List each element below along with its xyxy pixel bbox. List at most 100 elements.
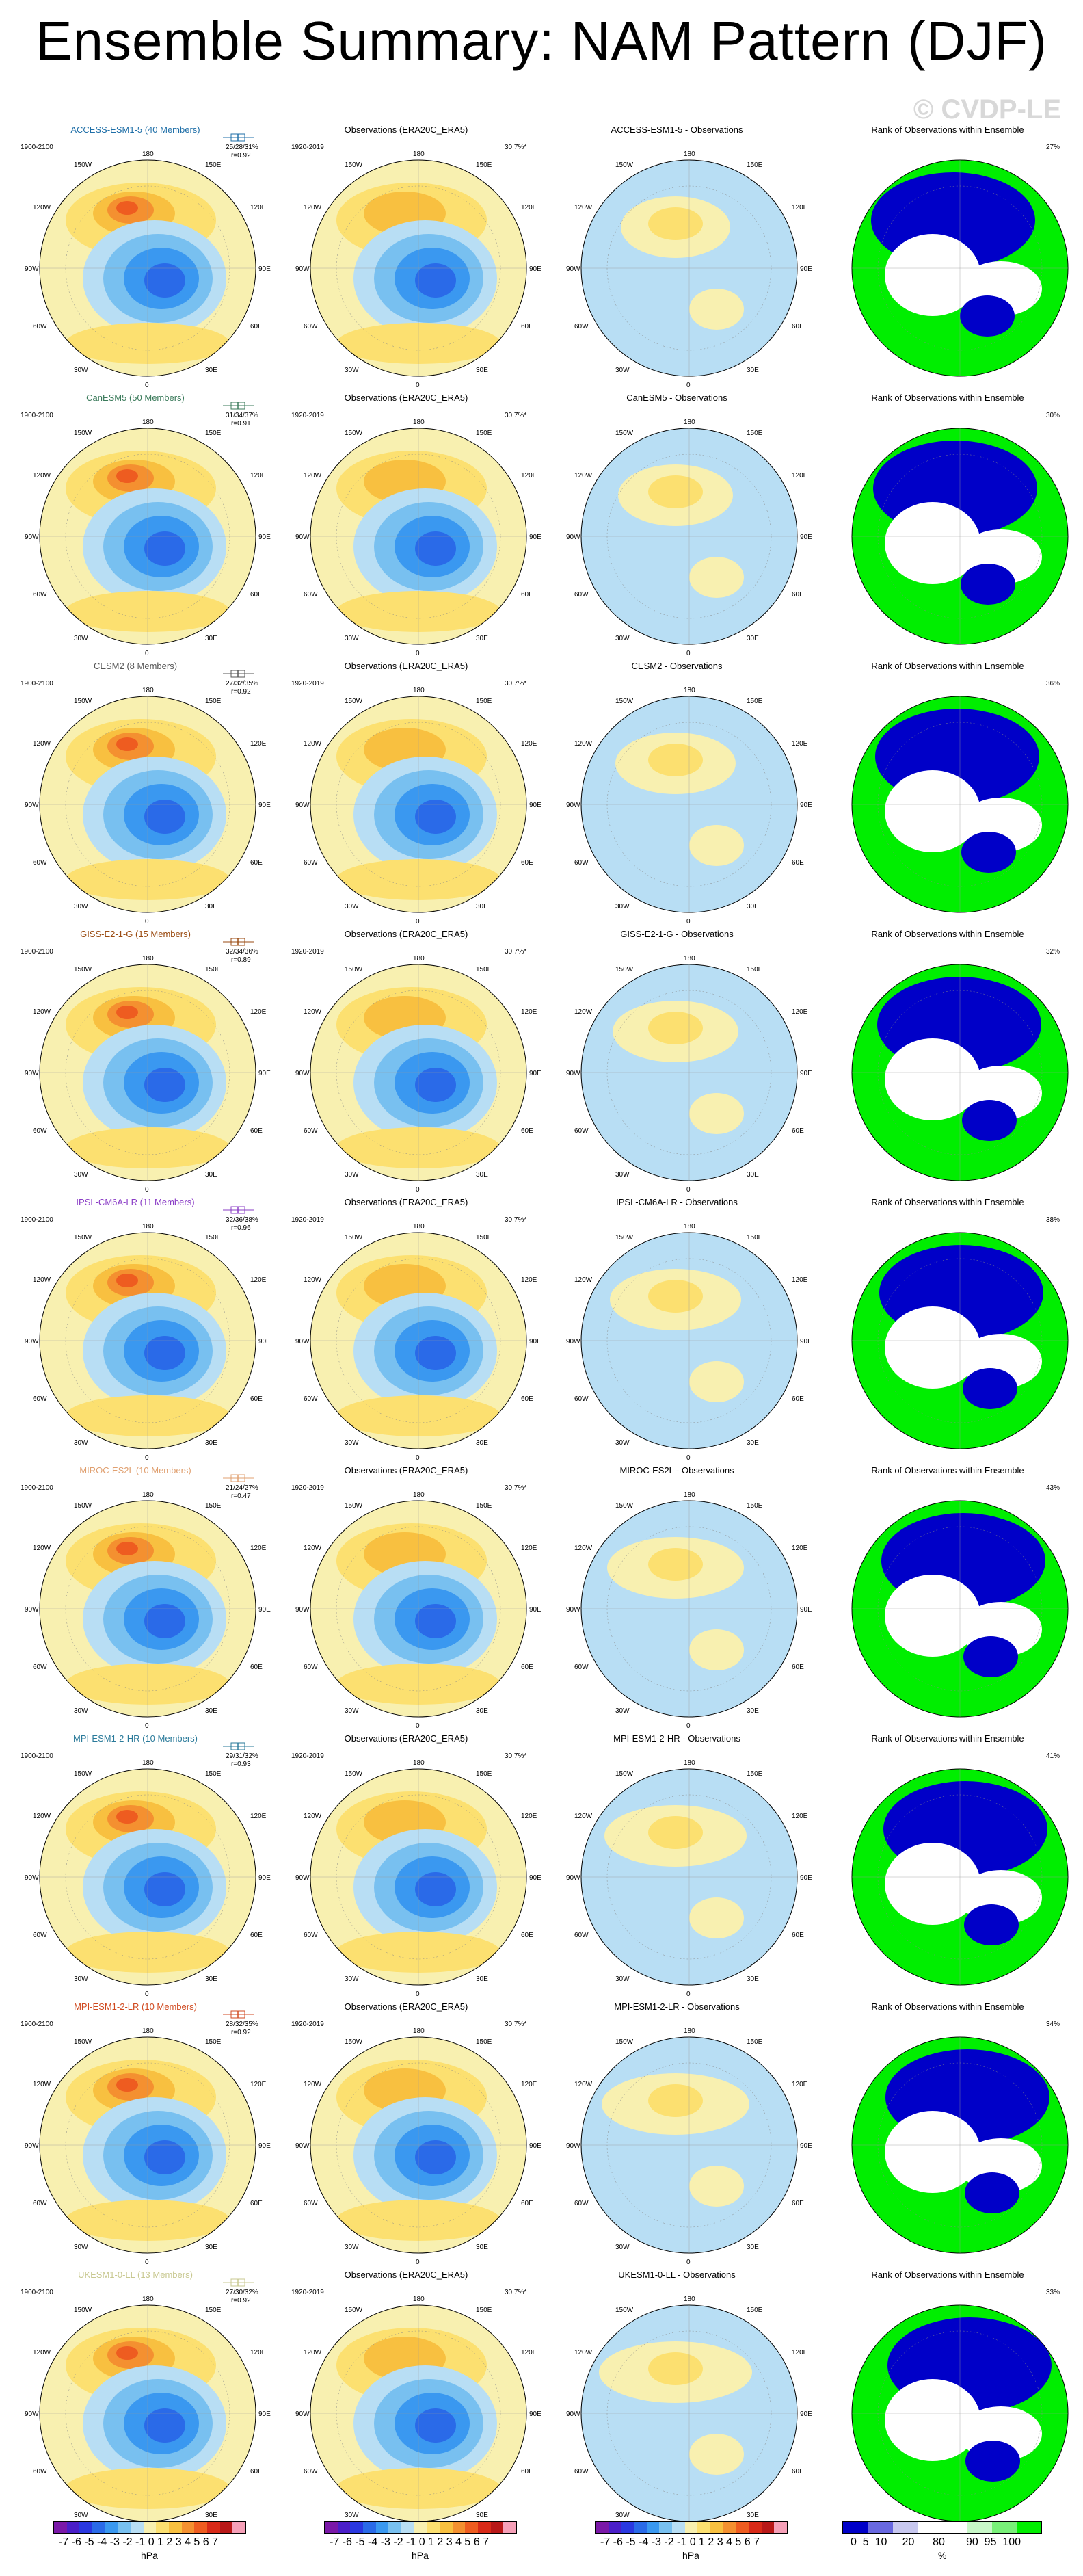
model-lon-label: 90E	[258, 802, 271, 809]
model-map-r5	[39, 1500, 256, 1718]
model-lon-label: 0	[145, 382, 149, 389]
model-lon-label: 150E	[205, 161, 222, 169]
diff-map-r7	[580, 2036, 798, 2254]
model-lon-label: 0	[145, 1186, 149, 1194]
obs-lon-label: 60E	[521, 1664, 533, 1671]
colorbar-diff-swatch	[608, 2522, 621, 2533]
model-lon-label: 150W	[74, 966, 92, 973]
diff-lon-label: 150W	[615, 2306, 634, 2314]
colorbar-diff	[595, 2521, 788, 2534]
model-lon-label: 120E	[250, 472, 267, 479]
model-lon-label: 30W	[74, 1707, 88, 1715]
obs-lon-label: 30E	[476, 1707, 488, 1715]
colorbar-rank-swatch	[917, 2522, 942, 2533]
model-lon-label: 30W	[74, 1439, 88, 1447]
diff-lon-label: 60E	[792, 323, 804, 330]
pct-variance: 27/32/35%	[226, 680, 258, 687]
obs-panel: Observations (ERA20C_ERA5) 1920-2019 30.7%…	[271, 1461, 542, 1730]
diff-lon-label: 90W	[566, 802, 580, 809]
pct-variance: 29/31/32%	[226, 1752, 258, 1760]
obs-panel: Observations (ERA20C_ERA5) 1920-2019 30.7%…	[271, 1729, 542, 1998]
obs-period: 1920-2019	[291, 2289, 324, 2296]
obs-lon-label: 90E	[529, 1874, 542, 1882]
colorbar-obs-swatch	[452, 2522, 466, 2533]
colorbar-obs-swatch	[440, 2522, 453, 2533]
model-lon-label: 120W	[33, 1545, 51, 1552]
pct-variance: 32/36/38%	[226, 1216, 258, 1224]
obs-panel-title: Observations (ERA20C_ERA5)	[344, 929, 468, 939]
model-lon-label: 90W	[25, 1874, 39, 1882]
rank-percent: 34%	[1046, 2021, 1060, 2028]
obs-period: 1920-2019	[291, 680, 324, 687]
model-lon-label: 90W	[25, 1070, 39, 1077]
obs-lon-label: 150W	[345, 2306, 363, 2314]
model-lon-label: 90E	[258, 1606, 271, 1614]
colorbar-obs-swatch	[503, 2522, 517, 2533]
diff-lon-label: 150E	[747, 698, 763, 705]
obs-lon-label: 150E	[476, 1502, 492, 1510]
diff-lon-label: 0	[686, 1454, 691, 1462]
model-period: 1900-2100	[21, 1216, 53, 1224]
model-panel-title: MPI-ESM1-2-HR (10 Members)	[72, 1733, 198, 1744]
model-map-r4	[39, 1232, 256, 1449]
model-panel: IPSL-CM6A-LR (11 Members) 1900-2100 32/36/…	[0, 1193, 271, 1462]
model-lon-label: 120E	[250, 204, 267, 211]
obs-period: 1920-2019	[291, 2021, 324, 2028]
model-panel: UKESM1-0-LL (13 Members) 1900-2100 27/30/3…	[0, 2265, 271, 2534]
obs-lon-label: 60E	[521, 2200, 533, 2207]
diff-lon-label: 120E	[792, 1276, 808, 1284]
diff-map-r6	[580, 1768, 798, 1986]
obs-lon-label: 120W	[304, 1545, 322, 1552]
rank-panel-title: Rank of Observations within Ensemble	[871, 124, 1024, 135]
model-panel: CanESM5 (50 Members) 1900-2100 31/34/37% r=…	[0, 389, 271, 657]
rank-panel: Rank of Observations within Ensemble 30%	[812, 389, 1083, 657]
diff-lon-label: 90E	[800, 1606, 812, 1614]
obs-lon-label: 120E	[521, 1545, 537, 1552]
model-lon-label: 30E	[205, 1439, 217, 1447]
diff-lon-label: 60W	[574, 1127, 589, 1135]
diff-lon-label: 0	[686, 918, 691, 925]
diff-lon-label: 30E	[747, 635, 759, 642]
obs-pct-variance: 30.7%*	[505, 2021, 527, 2028]
diff-lon-label: 30W	[615, 635, 630, 642]
obs-lon-label: 30E	[476, 1975, 488, 1983]
colorbar-diff-swatch	[710, 2522, 723, 2533]
diff-lon-label: 150W	[615, 966, 634, 973]
rank-percent: 36%	[1046, 680, 1060, 687]
model-map-r6	[39, 1768, 256, 1986]
model-lon-label: 60E	[250, 1395, 263, 1403]
obs-pct-variance: 30.7%*	[505, 412, 527, 419]
rank-panel: Rank of Observations within Ensemble 27%	[812, 120, 1083, 389]
model-period: 1900-2100	[21, 1484, 53, 1492]
obs-lon-label: 60W	[304, 2200, 318, 2207]
model-lon-label: 120W	[33, 2081, 51, 2088]
obs-pct-variance: 30.7%*	[505, 2289, 527, 2296]
obs-lon-label: 30E	[476, 367, 488, 374]
obs-lon-label: 150W	[345, 1234, 363, 1241]
model-lon-label: 150W	[74, 161, 92, 169]
obs-lon-label: 30W	[345, 1707, 359, 1715]
diff-lon-label: 30E	[747, 2512, 759, 2519]
obs-lon-label: 60W	[304, 1395, 318, 1403]
diff-lon-label: 120W	[574, 1545, 593, 1552]
model-lon-label: 150E	[205, 698, 222, 705]
obs-map-r7	[310, 2036, 527, 2254]
model-lon-label: 30E	[205, 1707, 217, 1715]
diff-lon-label: 120E	[792, 1813, 808, 1820]
diff-map-r8	[580, 2304, 798, 2522]
colorbar-diff-swatch	[646, 2522, 660, 2533]
pattern-correlation: r=0.92	[231, 2297, 251, 2304]
obs-lon-label: 180	[413, 687, 425, 694]
model-lon-label: 0	[145, 918, 149, 925]
obs-lon-label: 60E	[521, 1127, 533, 1135]
diff-lon-label: 150E	[747, 1770, 763, 1778]
obs-lon-label: 90E	[529, 1606, 542, 1614]
obs-lon-label: 90W	[295, 2410, 310, 2418]
model-lon-label: 30W	[74, 1171, 88, 1179]
model-lon-label: 60E	[250, 591, 263, 599]
rank-panel-title: Rank of Observations within Ensemble	[871, 2270, 1024, 2280]
diff-panel-title: MIROC-ES2L - Observations	[619, 1465, 734, 1475]
model-lon-label: 30W	[74, 1975, 88, 1983]
obs-lon-label: 30E	[476, 1439, 488, 1447]
model-lon-label: 60W	[33, 1932, 47, 1939]
